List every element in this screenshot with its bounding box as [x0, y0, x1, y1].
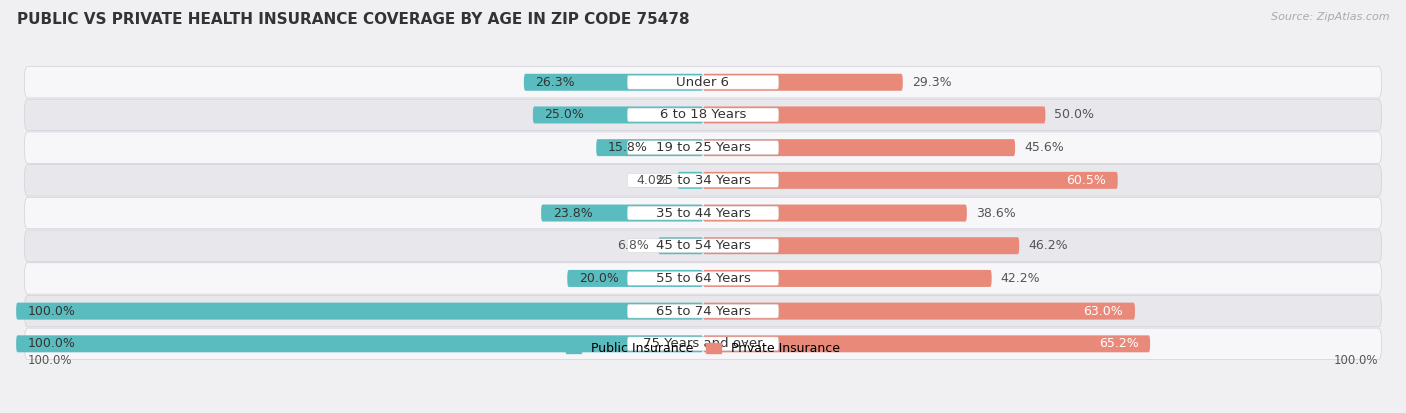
Text: 46.2%: 46.2% [1028, 239, 1067, 252]
FancyBboxPatch shape [658, 237, 703, 254]
Text: 45.6%: 45.6% [1024, 141, 1064, 154]
Text: 75 Years and over: 75 Years and over [643, 337, 763, 350]
Text: 55 to 64 Years: 55 to 64 Years [655, 272, 751, 285]
Text: 65.2%: 65.2% [1098, 337, 1139, 350]
FancyBboxPatch shape [627, 304, 779, 318]
FancyBboxPatch shape [703, 74, 903, 91]
FancyBboxPatch shape [24, 165, 1382, 196]
Text: 25.0%: 25.0% [544, 109, 585, 121]
FancyBboxPatch shape [24, 328, 1382, 359]
FancyBboxPatch shape [596, 139, 703, 156]
FancyBboxPatch shape [703, 303, 1135, 320]
FancyBboxPatch shape [703, 172, 1118, 189]
FancyBboxPatch shape [678, 172, 703, 189]
Text: 65 to 74 Years: 65 to 74 Years [655, 305, 751, 318]
FancyBboxPatch shape [703, 107, 1046, 123]
Text: Under 6: Under 6 [676, 76, 730, 89]
Text: 100.0%: 100.0% [28, 354, 72, 367]
Legend: Public Insurance, Private Insurance: Public Insurance, Private Insurance [561, 337, 845, 360]
FancyBboxPatch shape [24, 99, 1382, 131]
FancyBboxPatch shape [24, 197, 1382, 229]
Text: 45 to 54 Years: 45 to 54 Years [655, 239, 751, 252]
Text: 38.6%: 38.6% [976, 206, 1015, 220]
Text: 6.8%: 6.8% [617, 239, 650, 252]
FancyBboxPatch shape [524, 74, 703, 91]
Text: 20.0%: 20.0% [579, 272, 619, 285]
Text: 15.8%: 15.8% [607, 141, 648, 154]
FancyBboxPatch shape [627, 108, 779, 122]
FancyBboxPatch shape [24, 66, 1382, 98]
FancyBboxPatch shape [703, 139, 1015, 156]
Text: 60.5%: 60.5% [1066, 174, 1107, 187]
FancyBboxPatch shape [627, 239, 779, 253]
Text: 42.2%: 42.2% [1001, 272, 1040, 285]
FancyBboxPatch shape [15, 303, 703, 320]
FancyBboxPatch shape [627, 337, 779, 351]
FancyBboxPatch shape [15, 335, 703, 352]
Text: 23.8%: 23.8% [553, 206, 592, 220]
FancyBboxPatch shape [24, 263, 1382, 294]
FancyBboxPatch shape [24, 230, 1382, 261]
Text: 63.0%: 63.0% [1084, 305, 1123, 318]
FancyBboxPatch shape [567, 270, 703, 287]
FancyBboxPatch shape [627, 206, 779, 220]
FancyBboxPatch shape [703, 270, 991, 287]
FancyBboxPatch shape [627, 141, 779, 154]
FancyBboxPatch shape [703, 335, 1150, 352]
Text: Source: ZipAtlas.com: Source: ZipAtlas.com [1271, 12, 1389, 22]
Text: 100.0%: 100.0% [28, 337, 76, 350]
Text: 4.0%: 4.0% [637, 174, 669, 187]
FancyBboxPatch shape [703, 204, 967, 221]
FancyBboxPatch shape [627, 76, 779, 89]
Text: 50.0%: 50.0% [1054, 109, 1094, 121]
Text: 26.3%: 26.3% [536, 76, 575, 89]
Text: 35 to 44 Years: 35 to 44 Years [655, 206, 751, 220]
FancyBboxPatch shape [627, 173, 779, 187]
Text: 100.0%: 100.0% [1334, 354, 1378, 367]
Text: 19 to 25 Years: 19 to 25 Years [655, 141, 751, 154]
FancyBboxPatch shape [703, 237, 1019, 254]
FancyBboxPatch shape [541, 204, 703, 221]
FancyBboxPatch shape [627, 272, 779, 285]
Text: 29.3%: 29.3% [911, 76, 952, 89]
Text: 25 to 34 Years: 25 to 34 Years [655, 174, 751, 187]
FancyBboxPatch shape [24, 132, 1382, 163]
FancyBboxPatch shape [24, 295, 1382, 327]
Text: 100.0%: 100.0% [28, 305, 76, 318]
Text: PUBLIC VS PRIVATE HEALTH INSURANCE COVERAGE BY AGE IN ZIP CODE 75478: PUBLIC VS PRIVATE HEALTH INSURANCE COVER… [17, 12, 689, 27]
FancyBboxPatch shape [533, 107, 703, 123]
Text: 6 to 18 Years: 6 to 18 Years [659, 109, 747, 121]
